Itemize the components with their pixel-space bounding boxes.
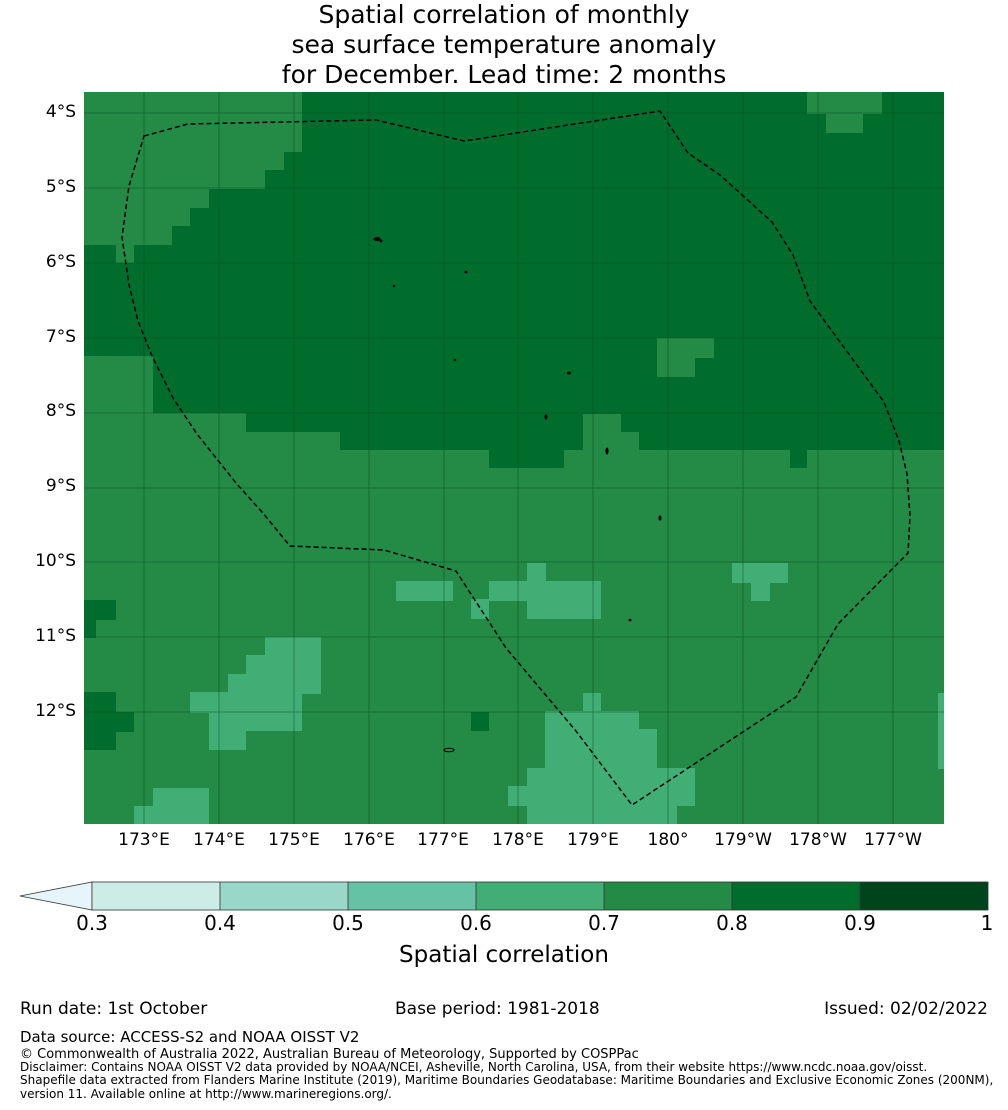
lat-label-12s: 12°S xyxy=(35,701,76,721)
islands xyxy=(373,237,662,753)
colorbar-label: Spatial correlation xyxy=(399,942,609,968)
lon-label-180: 180° xyxy=(647,830,689,850)
colorbar-extend-arrow xyxy=(19,881,93,911)
colorbar-segment-0.6-0.7 xyxy=(476,882,604,910)
disclaimer-line-3: version 11. Available online at http://w… xyxy=(20,1087,392,1101)
colorbar-segment-0.8-0.9 xyxy=(732,882,860,910)
lat-label-4s: 4°S xyxy=(45,102,76,122)
lon-label-179w: 179°W xyxy=(714,830,772,850)
map-title: Spatial correlation of monthly sea surfa… xyxy=(0,0,1008,90)
issued-date: Issued: 02/02/2022 xyxy=(824,999,988,1019)
map-svg xyxy=(84,92,944,824)
lat-label-5s: 5°S xyxy=(45,177,76,197)
lon-label-174e: 174°E xyxy=(193,830,245,850)
lon-label-178w: 178°W xyxy=(789,830,847,850)
colorbar-segment-0.7-0.8 xyxy=(604,882,732,910)
colorbar-tick-0.8: 0.8 xyxy=(716,911,748,935)
lat-label-8s: 8°S xyxy=(45,401,76,421)
lat-label-7s: 7°S xyxy=(45,327,76,347)
high-correlation-zone xyxy=(84,92,944,750)
lon-label-178e: 178°E xyxy=(492,830,544,850)
lon-label-176e: 176°E xyxy=(343,830,395,850)
colorbar-tick-0.9: 0.9 xyxy=(844,911,876,935)
title-line-2: sea surface temperature anomaly xyxy=(291,30,717,59)
colorbar-tick-1: 1 xyxy=(980,911,994,935)
colorbar-tick-0.7: 0.7 xyxy=(588,911,620,935)
lat-label-10s: 10°S xyxy=(35,551,76,571)
colorbar-tick-0.5: 0.5 xyxy=(332,911,364,935)
title-line-3: for December. Lead time: 2 months xyxy=(281,60,727,89)
colorbar-segment-0.5-0.6 xyxy=(348,882,476,910)
lon-label-177e: 177°E xyxy=(417,830,469,850)
disclaimer-line-2: Shapefile data extracted from Flanders M… xyxy=(20,1073,994,1087)
lat-label-9s: 9°S xyxy=(45,476,76,496)
colorbar-dividers xyxy=(219,882,861,910)
colorbar-segment-0.9-1 xyxy=(860,882,988,910)
colorbar-tick-0.6: 0.6 xyxy=(460,911,492,935)
lat-label-11s: 11°S xyxy=(35,626,76,646)
correlation-map xyxy=(84,92,944,824)
colorbar-segment-0.4-0.5 xyxy=(220,882,348,910)
lower-correlation-patches xyxy=(134,563,944,824)
colorbar-tick-0.3: 0.3 xyxy=(76,911,108,935)
lon-label-173e: 173°E xyxy=(118,830,170,850)
lat-label-6s: 6°S xyxy=(45,252,76,272)
lon-label-175e: 175°E xyxy=(268,830,320,850)
moderate-patches xyxy=(657,92,882,377)
colorbar-segment-0.3-0.4 xyxy=(92,882,220,910)
disclaimer-line-1: Disclaimer: Contains NOAA OISST V2 data … xyxy=(20,1060,928,1074)
copyright-notice: © Commonwealth of Australia 2022, Austra… xyxy=(20,1047,639,1062)
data-source: Data source: ACCESS-S2 and NOAA OISST V2 xyxy=(20,1028,360,1046)
run-date: Run date: 1st October xyxy=(20,999,208,1019)
eez-boundary xyxy=(121,110,911,807)
graticule xyxy=(84,92,944,824)
colorbar-tick-0.4: 0.4 xyxy=(204,911,236,935)
lon-label-179e: 179°E xyxy=(567,830,619,850)
colorbar xyxy=(19,881,989,911)
lon-label-177w: 177°W xyxy=(864,830,922,850)
colorbar-outline xyxy=(91,881,989,911)
base-period: Base period: 1981-2018 xyxy=(395,999,600,1019)
title-line-1: Spatial correlation of monthly xyxy=(318,0,690,29)
